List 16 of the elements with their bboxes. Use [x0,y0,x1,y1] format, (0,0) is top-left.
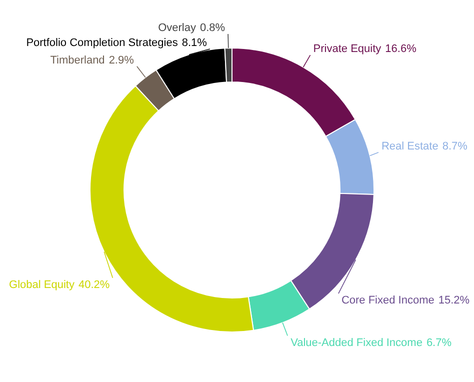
data-label: 15.2% [438,294,470,307]
slice-label: Global Equity [9,278,75,291]
data-label: 8.7% [442,140,468,152]
data-label: 8.1% [182,37,208,50]
data-label: 0.8% [200,22,226,34]
slice-label: Timberland [50,54,105,66]
data-label: 16.6% [385,43,417,56]
data-label: 40.2% [78,278,110,291]
data-label: 2.9% [108,54,134,66]
slice-label: Value-Added Fixed Income [290,336,422,349]
slice-label: Portfolio Completion Strategies [26,37,178,50]
data-label: 6.7% [426,336,452,349]
slice-label: Real Estate [381,140,438,152]
slice-label: Private Equity [313,43,382,56]
slice-label: Core Fixed Income [341,294,434,307]
slice-label: Overlay [158,22,196,34]
